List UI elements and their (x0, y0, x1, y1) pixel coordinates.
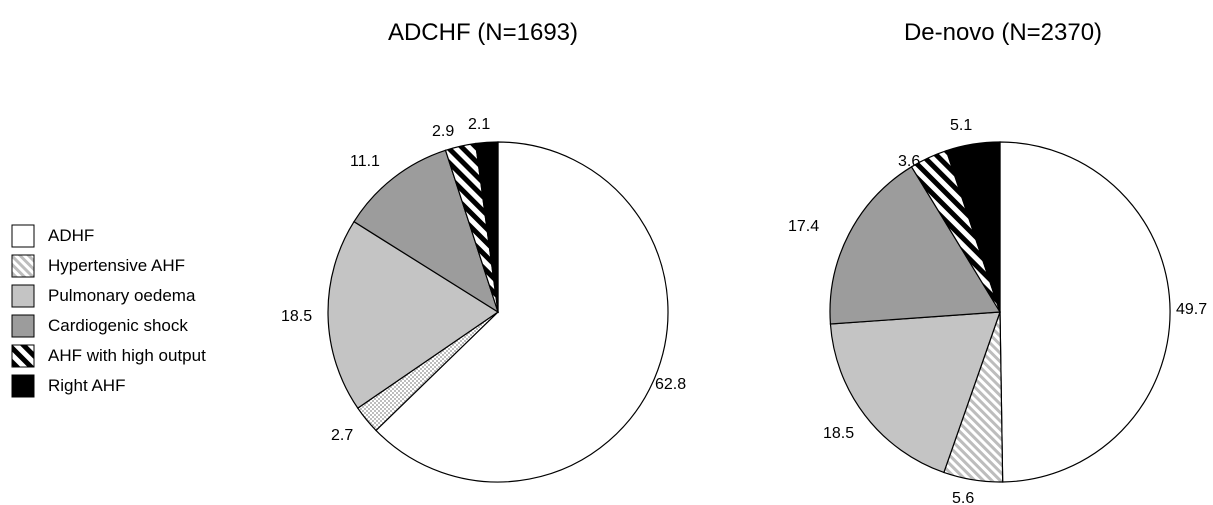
legend: ADHF Hypertensive AHF Pulmonary oedema C… (11, 224, 206, 398)
chart-title-de-novo: De-novo (N=2370) (904, 19, 1102, 46)
slice-label-adchf-right: 2.1 (468, 116, 490, 133)
pie-slice-adchf-right-ahf (474, 141, 499, 313)
legend-swatch-right-ahf (11, 374, 35, 398)
legend-label-adhf: ADHF (48, 226, 94, 245)
pie-slice-adchf-adhf (375, 141, 669, 483)
legend-swatch-hypertensive-ahf (11, 254, 35, 278)
legend-swatch-adhf (11, 224, 35, 248)
slice-label-adchf-hypertensive: 2.7 (331, 427, 353, 444)
pie-slice-denovo-right-ahf (945, 141, 1001, 313)
pie-slice-adchf-pulmonary-oedema (327, 220, 500, 409)
legend-label-high-output: AHF with high output (48, 346, 206, 365)
slice-label-denovo-right: 5.1 (950, 117, 972, 134)
pie-adchf (327, 141, 669, 483)
legend-label-pulmonary-oedema: Pulmonary oedema (48, 286, 196, 305)
legend-label-right-ahf: Right AHF (48, 376, 125, 395)
slice-label-denovo-hypertensive: 5.6 (952, 490, 974, 505)
slice-label-denovo-pulmonary: 18.5 (823, 425, 854, 442)
pie-slice-denovo-pulmonary-oedema (829, 311, 1001, 474)
slice-label-denovo-cardiogenic: 17.4 (788, 218, 819, 235)
chart-title-adchf: ADCHF (N=1693) (388, 19, 578, 46)
pie-slice-adchf-cardiogenic-shock (353, 149, 500, 314)
pie-de-novo (829, 141, 1171, 483)
pie-slice-denovo-cardiogenic-shock (829, 165, 1002, 325)
slice-label-adchf-pulmonary: 18.5 (281, 308, 312, 325)
slice-label-adchf-cardiogenic: 11.1 (350, 153, 380, 170)
slice-label-denovo-high-output: 3.6 (898, 153, 920, 170)
legend-label-cardiogenic-shock: Cardiogenic shock (48, 316, 188, 335)
legend-label-hypertensive-ahf: Hypertensive AHF (48, 256, 185, 275)
legend-swatch-high-output (11, 344, 35, 368)
pie-slice-denovo-adhf (999, 141, 1171, 483)
slice-label-denovo-adhf: 49.7 (1176, 301, 1207, 318)
legend-swatch-pulmonary-oedema (11, 284, 35, 308)
slice-label-adchf-adhf: 62.8 (655, 376, 686, 393)
slice-label-adchf-high-output: 2.9 (432, 123, 454, 140)
legend-swatch-cardiogenic-shock (11, 314, 35, 338)
